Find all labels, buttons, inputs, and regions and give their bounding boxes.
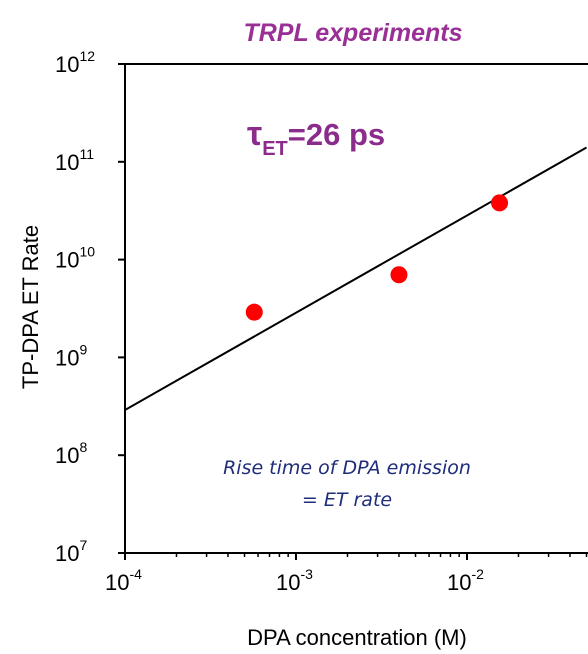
y-tick-base-5: 10 (55, 52, 79, 77)
y-tick-exp-5: 12 (79, 48, 95, 64)
y-axis-label: TP-DPA ET Rate (18, 225, 43, 389)
y-tick-label-1: 108 (55, 439, 87, 468)
tau-subscript: ET (262, 138, 288, 160)
chart-title: TRPL experiments (243, 19, 462, 47)
x-tick-exp-2: -2 (471, 566, 484, 582)
data-point-0 (245, 303, 263, 321)
rise-time-line1: Rise time of DPA emission (223, 457, 471, 479)
y-tick-base-4: 10 (55, 150, 79, 175)
y-tick-base-1: 10 (55, 443, 79, 468)
y-tick-exp-0: 7 (79, 537, 87, 553)
x-tick-base-1: 10 (276, 570, 300, 595)
x-tick-exp-0: -4 (129, 566, 142, 582)
data-points (245, 194, 509, 321)
y-tick-label-3: 1010 (55, 244, 95, 273)
y-tick-label-0: 107 (55, 537, 87, 566)
x-tick-label-2: 10-2 (447, 566, 484, 595)
x-tick-label-1: 10-3 (276, 566, 313, 595)
rise-time-line2: = ET rate (302, 489, 392, 511)
data-point-1 (390, 266, 408, 284)
y-tick-exp-1: 8 (79, 439, 87, 455)
y-tick-base-2: 10 (55, 345, 79, 370)
y-tick-exp-2: 9 (79, 341, 87, 357)
tau-annotation: τET=26 ps (247, 115, 385, 160)
y-tick-label-4: 1011 (55, 146, 94, 175)
y-ticks (118, 63, 125, 554)
x-tick-exp-1: -3 (300, 566, 313, 582)
y-tick-label-2: 109 (55, 341, 87, 370)
x-tick-label-0: 10-4 (105, 566, 142, 595)
x-tick-labels: 10-4 10-3 10-2 (105, 566, 484, 595)
tau-value: =26 ps (288, 117, 385, 152)
data-point-2 (491, 194, 509, 212)
x-tick-base-2: 10 (447, 570, 471, 595)
fit-line-group (124, 146, 588, 411)
tau-symbol: τ (247, 115, 262, 153)
x-axis-label: DPA concentration (M) (247, 625, 467, 650)
y-tick-base-3: 10 (55, 248, 79, 273)
y-tick-label-5: 1012 (55, 48, 95, 77)
y-tick-base-0: 10 (55, 541, 79, 566)
fit-line (124, 146, 588, 411)
y-tick-exp-4: 11 (79, 146, 94, 162)
x-tick-base-0: 10 (105, 570, 129, 595)
x-ticks (124, 553, 588, 560)
y-tick-exp-3: 10 (79, 244, 95, 260)
